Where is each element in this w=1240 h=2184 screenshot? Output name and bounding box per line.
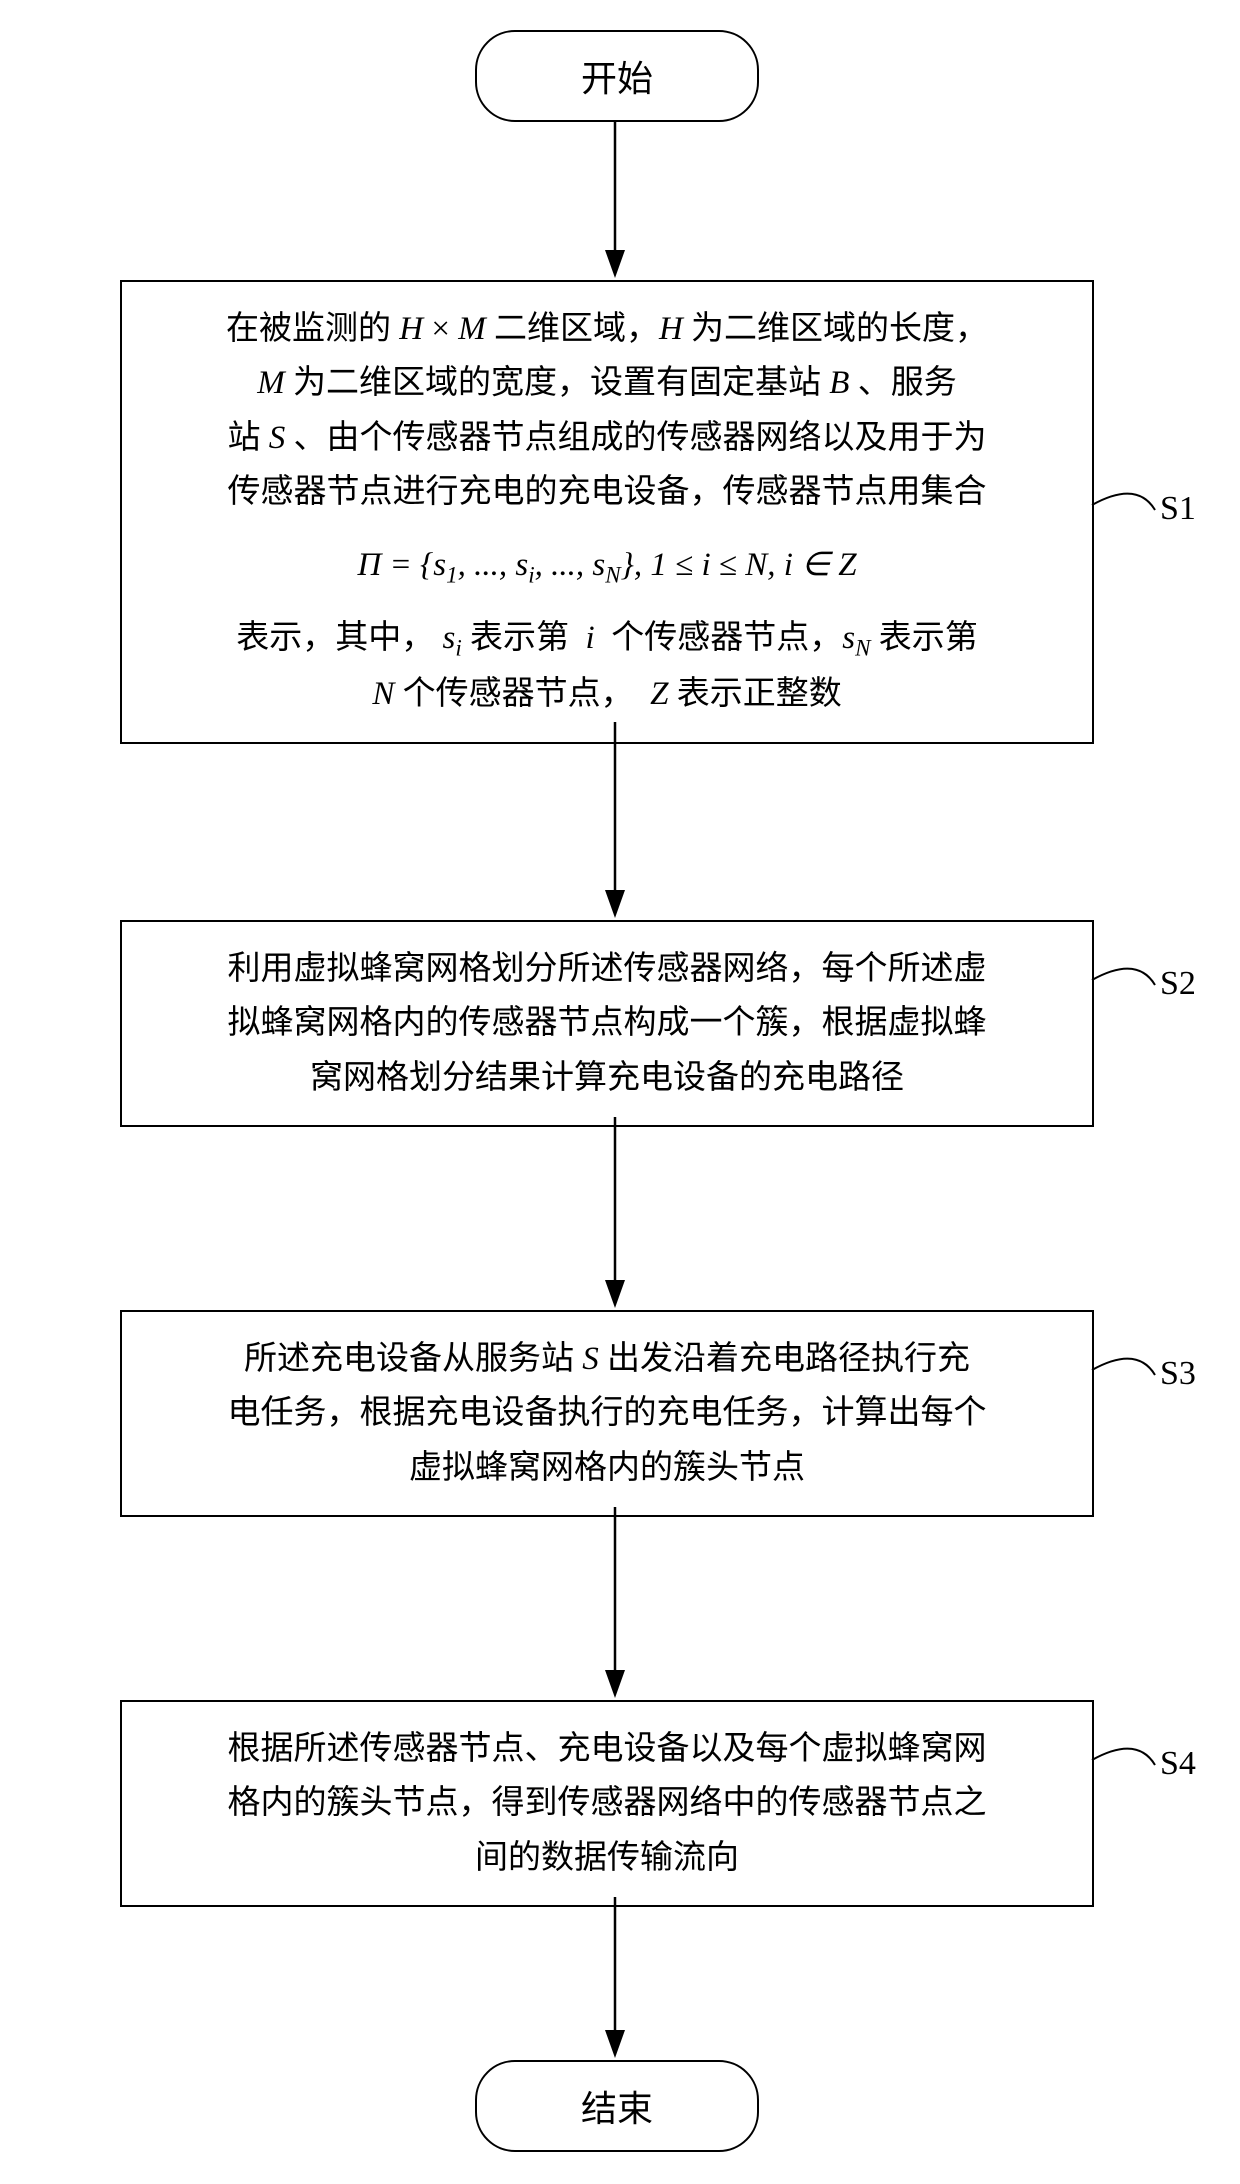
connector-0 [1092, 494, 1155, 510]
arrowhead-0 [605, 250, 625, 278]
label-s2: S2 [1160, 965, 1196, 1003]
connector-2 [1092, 1359, 1155, 1375]
connector-3 [1092, 1749, 1155, 1765]
label-s4: S4 [1160, 1745, 1196, 1783]
connector-1 [1092, 969, 1155, 985]
label-s3: S3 [1160, 1355, 1196, 1393]
step-s4: 根据所述传感器节点、充电设备以及每个虚拟蜂窝网格内的簇头节点，得到传感器网络中的… [120, 1700, 1094, 1907]
arrowhead-2 [605, 1280, 625, 1308]
step-s2: 利用虚拟蜂窝网格划分所述传感器网络，每个所述虚拟蜂窝网格内的传感器节点构成一个簇… [120, 920, 1094, 1127]
arrowhead-4 [605, 2030, 625, 2058]
arrowhead-3 [605, 1670, 625, 1698]
step-s3: 所述充电设备从服务站 S 出发沿着充电路径执行充电任务，根据充电设备执行的充电任… [120, 1310, 1094, 1517]
end-terminator: 结束 [475, 2060, 759, 2152]
step-s1: 在被监测的 H × M 二维区域，H 为二维区域的长度，M 为二维区域的宽度，设… [120, 280, 1094, 744]
start-terminator: 开始 [475, 30, 759, 122]
label-s1: S1 [1160, 490, 1196, 528]
arrowhead-1 [605, 890, 625, 918]
